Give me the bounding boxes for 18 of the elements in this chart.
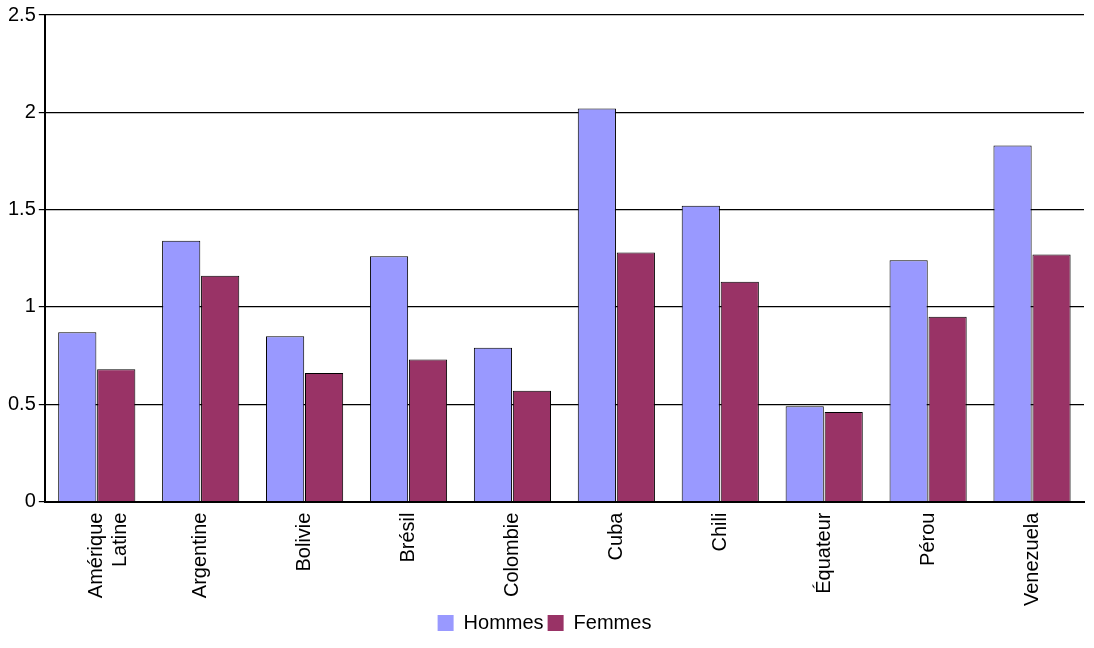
y-tick-label: 2.5 bbox=[7, 2, 36, 25]
x-tick-label: Pérou bbox=[915, 512, 938, 566]
y-tick-label: 1 bbox=[24, 294, 36, 317]
y-tick-label: 0.5 bbox=[7, 391, 36, 414]
legend-label: Hommes bbox=[463, 610, 544, 633]
x-tick-label: Bolivie bbox=[292, 512, 315, 572]
legend-label: Femmes bbox=[573, 610, 652, 633]
y-tick-label: 2 bbox=[24, 99, 36, 122]
x-tick-label: Amérique Latine bbox=[84, 512, 131, 599]
x-tick-label: Brésil bbox=[396, 512, 419, 563]
x-tick-label: Colombie bbox=[499, 512, 522, 598]
x-tick-label: Chili bbox=[707, 512, 730, 552]
x-tick-label: Venezuela bbox=[1019, 511, 1042, 606]
y-tick-label: 0 bbox=[24, 489, 36, 512]
x-tick-label: Équateur bbox=[811, 512, 834, 594]
x-tick-label: Argentine bbox=[188, 512, 211, 599]
x-tick-label: Cuba bbox=[603, 511, 626, 561]
y-tick-label: 1.5 bbox=[7, 197, 36, 220]
